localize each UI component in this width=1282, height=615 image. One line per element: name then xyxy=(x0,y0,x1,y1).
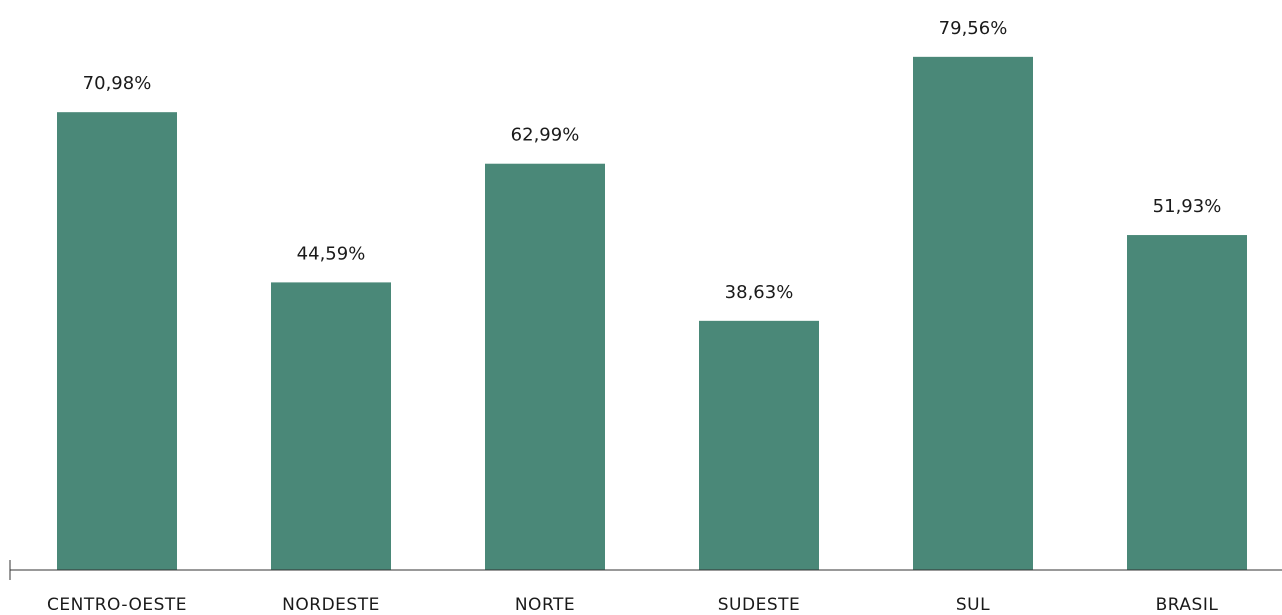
value-label-nordeste: 44,59% xyxy=(297,243,366,264)
bar-norte xyxy=(485,163,605,571)
bar-sudeste xyxy=(699,320,819,570)
value-label-sul: 79,56% xyxy=(939,18,1008,39)
category-label-centro-oeste: CENTRO-OESTE xyxy=(47,595,187,615)
category-label-brasil: BRASIL xyxy=(1156,595,1219,615)
value-label-centro-oeste: 70,98% xyxy=(83,73,152,94)
category-label-nordeste: NORDESTE xyxy=(282,595,380,615)
bar-centro-oeste xyxy=(57,112,177,570)
category-label-sul: SUL xyxy=(956,595,990,615)
bar-nordeste xyxy=(271,282,391,570)
value-label-sudeste: 38,63% xyxy=(725,282,794,303)
value-label-brasil: 51,93% xyxy=(1153,196,1222,217)
x-axis xyxy=(9,560,1282,580)
value-labels-group: 70,98% 44,59% 62,99% 38,63% 79,56% 51,93% xyxy=(83,18,1222,303)
category-label-norte: NORTE xyxy=(515,595,575,615)
category-labels-group: CENTRO-OESTE NORDESTE NORTE SUDESTE SUL BRASI… xyxy=(47,595,1218,615)
bars-group xyxy=(57,56,1247,571)
category-label-sudeste: SUDESTE xyxy=(718,595,800,615)
bar-sul xyxy=(913,56,1033,570)
value-label-norte: 62,99% xyxy=(511,125,580,146)
bar-brasil xyxy=(1127,235,1247,570)
